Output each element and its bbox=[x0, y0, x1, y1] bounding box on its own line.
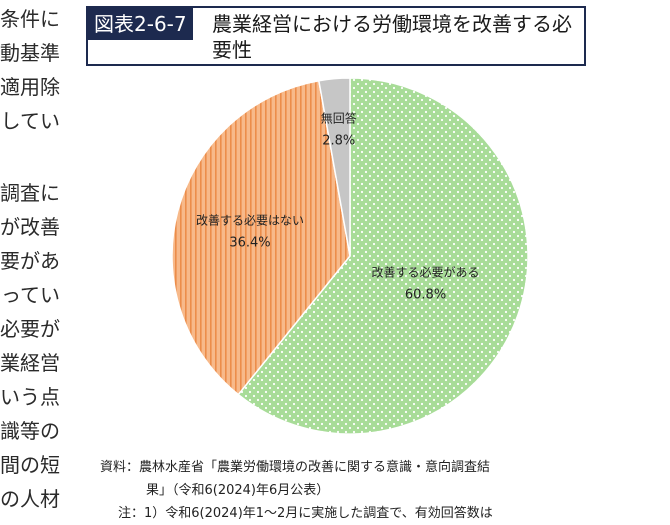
body-text-line: が改善 bbox=[0, 215, 60, 239]
body-text-line: 識等の bbox=[0, 419, 60, 443]
source-line: 資料：農林水産省「農業労働環境の改善に関する意識・意向調査結 bbox=[100, 456, 600, 479]
figure-header: 図表2-6-7 農業経営における労働環境を改善する必要性 bbox=[86, 6, 586, 66]
body-text-line: 動基準 bbox=[0, 41, 60, 65]
body-text-line: 要があ bbox=[0, 249, 60, 273]
slice-category-label: 改善する必要がある bbox=[372, 265, 480, 280]
body-text-line: 調査に bbox=[0, 181, 60, 205]
figure-footer: 資料：農林水産省「農業労働環境の改善に関する意識・意向調査結 果」（令和6(20… bbox=[100, 456, 600, 525]
body-text-line: 必要が bbox=[0, 317, 60, 341]
pie-chart: 改善する必要がある 60.8% 改善する必要はない 36.4% 無回答 2.8% bbox=[171, 77, 529, 435]
slice-category-label: 無回答 bbox=[321, 110, 357, 125]
figure-title: 農業経営における労働環境を改善する必要性 bbox=[212, 12, 572, 62]
slice-value-label: 36.4% bbox=[229, 235, 270, 250]
body-text-line: してい bbox=[0, 109, 60, 133]
pie-slice bbox=[237, 77, 529, 435]
source-prefix: 資料： bbox=[100, 460, 140, 475]
body-text-line: ってい bbox=[1, 283, 60, 307]
slice-value-label: 2.8% bbox=[322, 133, 355, 148]
pie-slice bbox=[171, 79, 351, 396]
body-text-line: の人材 bbox=[0, 487, 60, 511]
pie-slice bbox=[317, 77, 351, 257]
body-text-line: いう点 bbox=[0, 385, 60, 409]
body-text-line: 条件に bbox=[0, 7, 60, 31]
body-text-line: 業経営 bbox=[0, 351, 60, 375]
body-text-line: 適用除 bbox=[0, 75, 60, 99]
note-line: 注：1）令和6(2024)年1～2月に実施した調査で、有効回答数は bbox=[118, 506, 493, 521]
slice-category-label: 改善する必要はない bbox=[196, 212, 304, 227]
body-text-fragment: 条件に 動基準 適用除 してい 調査に が改善 要があ ってい 必要が 業経営 … bbox=[0, 0, 60, 518]
body-text-line: 間の短 bbox=[0, 453, 60, 477]
source-text: 農林水産省「農業労働環境の改善に関する意識・意向調査結 bbox=[139, 460, 491, 475]
figure-number: 図表2-6-7 bbox=[88, 8, 193, 40]
source-line-2: 果」（令和6(2024)年6月公表） bbox=[146, 483, 330, 498]
slice-value-label: 60.8% bbox=[405, 288, 446, 303]
